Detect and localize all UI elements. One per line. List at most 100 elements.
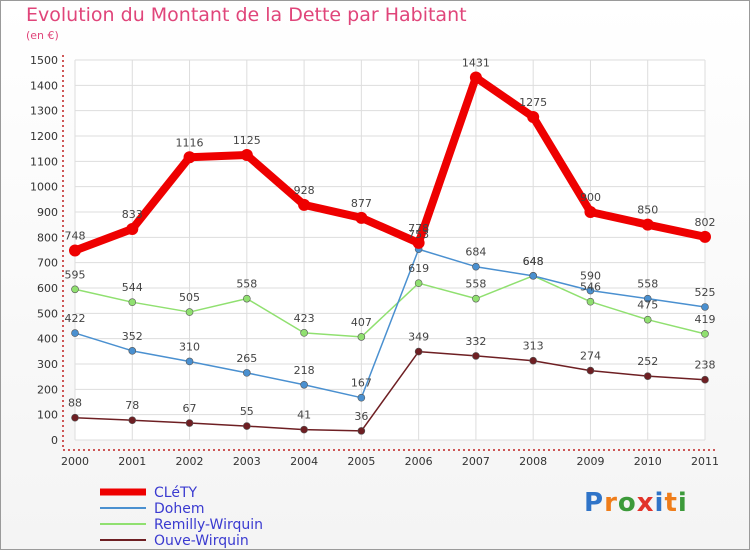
- data-label: 558: [637, 278, 658, 291]
- data-label: 78: [125, 399, 139, 412]
- data-point: [472, 262, 480, 271]
- data-point: [300, 425, 308, 434]
- plot-area: [75, 60, 705, 440]
- logo-letter: i: [654, 488, 665, 518]
- data-label: 1116: [176, 136, 204, 149]
- y-tick-label: 1200: [30, 130, 58, 143]
- data-label: 753: [408, 228, 429, 241]
- data-label: 558: [236, 278, 257, 291]
- x-tick-label: 2002: [176, 455, 204, 468]
- data-label: 352: [122, 330, 143, 343]
- series-line-2: [74, 275, 706, 338]
- data-point: [243, 369, 251, 377]
- data-point: [243, 422, 251, 430]
- data-label: 648: [523, 255, 544, 268]
- data-point: [128, 347, 137, 355]
- chart-subtitle: (en €): [26, 29, 59, 42]
- data-labels: 748 833 1116 1125 928 877 778 1431 1275 900 850 802…: [65, 56, 716, 422]
- data-point: [128, 298, 137, 306]
- legend-entry: Ouve-Wirquin: [154, 533, 249, 549]
- data-label: 525: [695, 286, 716, 299]
- data-point: [412, 236, 425, 249]
- data-label: 274: [580, 350, 601, 363]
- data-point: [355, 211, 368, 224]
- y-tick-label: 1100: [30, 155, 58, 168]
- data-label: 265: [236, 352, 257, 365]
- y-tick-label: 1000: [30, 181, 58, 194]
- data-label: 36: [354, 410, 368, 423]
- y-tick-label: 200: [37, 383, 58, 396]
- data-point: [643, 372, 652, 380]
- series-line-1: [74, 248, 706, 399]
- y-tick-label: 700: [37, 257, 58, 270]
- y-tick-label: 100: [37, 409, 58, 422]
- data-point: [529, 272, 537, 280]
- logo-letter: P: [584, 488, 605, 518]
- data-point: [71, 413, 79, 422]
- data-label: 1431: [462, 56, 490, 69]
- chart-title: Evolution du Montant de la Dette par Hab…: [26, 4, 467, 26]
- data-label: 802: [695, 216, 716, 229]
- x-tick-label: 2000: [61, 455, 89, 468]
- data-point: [357, 393, 366, 402]
- data-label: 55: [240, 405, 254, 418]
- y-tick-label: 800: [37, 231, 58, 244]
- data-label: 544: [122, 281, 143, 294]
- y-tick-label: 400: [37, 333, 58, 346]
- data-label: 423: [294, 312, 315, 325]
- data-point: [529, 356, 537, 365]
- x-tick-label: 2003: [233, 455, 261, 468]
- data-point: [183, 151, 196, 164]
- data-label: 407: [351, 316, 372, 329]
- y-tick-label: 0: [51, 434, 58, 447]
- data-point: [300, 380, 308, 389]
- x-tick-label: 2006: [405, 455, 433, 468]
- data-point: [701, 330, 709, 338]
- logo-letter: o: [617, 488, 637, 518]
- data-point: [71, 285, 79, 294]
- data-point: [185, 357, 194, 366]
- data-point: [643, 294, 652, 303]
- data-label: 833: [122, 208, 143, 221]
- logo-letter: r: [604, 488, 618, 518]
- data-point: [128, 416, 137, 425]
- data-label: 595: [65, 268, 86, 281]
- data-point: [586, 366, 595, 375]
- data-label: 505: [179, 291, 200, 304]
- data-label: 41: [297, 409, 311, 422]
- data-point: [71, 329, 79, 337]
- series-line-0: [73, 73, 706, 255]
- y-tick-label: 1300: [30, 105, 58, 118]
- data-label: 748: [65, 230, 86, 243]
- data-point: [469, 71, 482, 84]
- legend-entry: Dohem: [154, 501, 204, 517]
- x-tick-label: 2005: [347, 455, 375, 468]
- data-point: [472, 352, 480, 360]
- data-label: 877: [351, 197, 372, 210]
- data-point: [357, 333, 366, 341]
- data-label: 1125: [233, 134, 261, 147]
- data-label: 546: [580, 281, 601, 294]
- series-line-3: [74, 350, 706, 432]
- data-label: 928: [294, 184, 315, 197]
- data-label: 88: [68, 397, 82, 410]
- axes: 0 100 200 300 400 500 600 700 800 900 1000 1100 1200…: [30, 54, 719, 468]
- y-tick-label: 300: [37, 358, 58, 371]
- y-tick-label: 600: [37, 282, 58, 295]
- data-label: 167: [351, 377, 372, 390]
- x-tick-label: 2010: [634, 455, 662, 468]
- proxiti-logo: Proxiti: [584, 488, 688, 518]
- logo-letter: t: [664, 488, 678, 518]
- data-point: [472, 294, 480, 303]
- data-label: 850: [637, 204, 658, 217]
- data-point: [243, 294, 251, 303]
- data-point: [701, 303, 709, 311]
- data-label: 778: [408, 222, 429, 235]
- data-label: 648: [523, 255, 544, 268]
- data-label: 252: [637, 355, 658, 368]
- data-label: 218: [294, 364, 315, 377]
- x-tick-label: 2004: [290, 455, 318, 468]
- data-label: 332: [465, 335, 486, 348]
- data-label: 900: [580, 191, 601, 204]
